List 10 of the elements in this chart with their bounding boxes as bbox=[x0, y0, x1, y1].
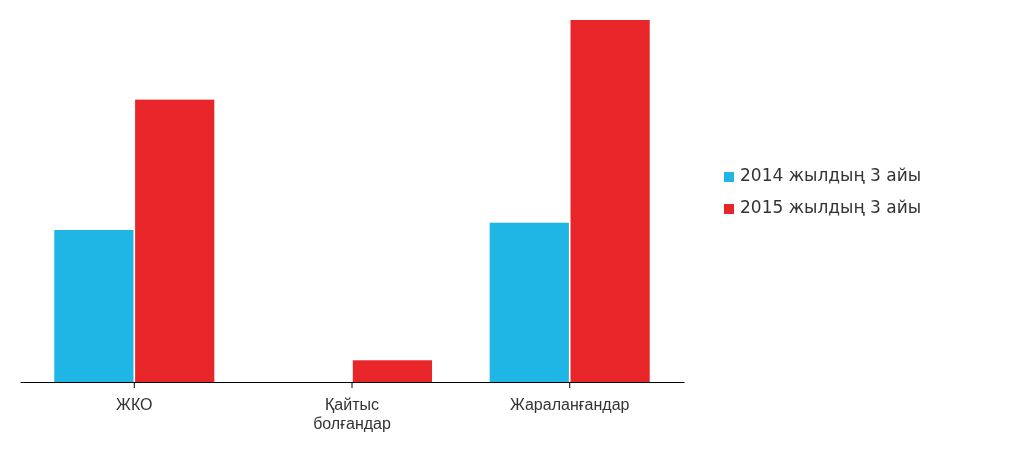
legend-label: 2015 жылдың 3 айы bbox=[740, 197, 922, 217]
bar bbox=[352, 360, 433, 382]
bar bbox=[135, 99, 215, 382]
x-tick-label: Жараланғандар bbox=[509, 396, 630, 414]
legend-label: 2014 жылдың 3 айы bbox=[740, 165, 922, 185]
bar bbox=[54, 229, 134, 382]
x-tick-label: ЖКО bbox=[116, 396, 153, 414]
bar bbox=[489, 222, 569, 382]
bar bbox=[570, 20, 650, 382]
x-tick-label: Қайтыс болғандар bbox=[313, 396, 391, 433]
